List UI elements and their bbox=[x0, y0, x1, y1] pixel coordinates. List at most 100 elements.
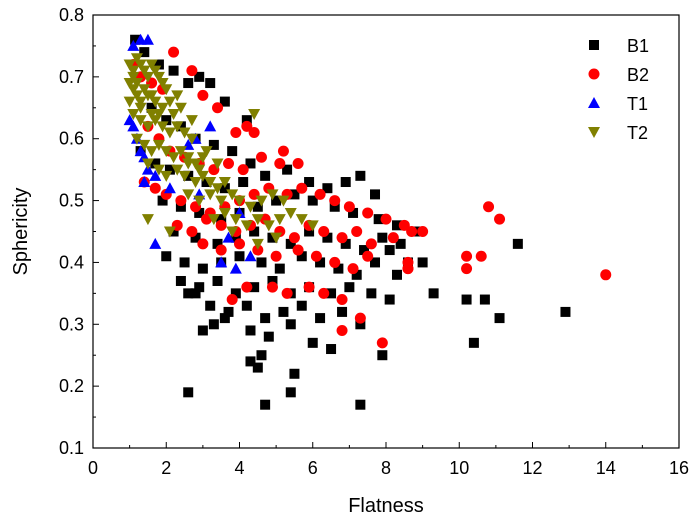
data-point-b1 bbox=[296, 251, 307, 262]
data-point-b1 bbox=[241, 115, 252, 126]
legend-item-t2: T2 bbox=[588, 123, 648, 143]
legend-label: T2 bbox=[627, 123, 648, 143]
data-point-b2 bbox=[402, 263, 414, 275]
data-point-b1 bbox=[359, 245, 370, 256]
data-point-t2 bbox=[160, 84, 173, 96]
data-point-b1 bbox=[205, 78, 216, 89]
data-point-b1 bbox=[366, 288, 377, 299]
data-point-b1 bbox=[208, 139, 219, 150]
data-point-t2 bbox=[138, 84, 151, 96]
data-point-b1 bbox=[285, 238, 296, 249]
data-point-t2 bbox=[141, 71, 154, 83]
data-point-b1 bbox=[139, 47, 150, 58]
data-point-b2 bbox=[354, 312, 366, 324]
data-point-b2 bbox=[215, 219, 227, 231]
data-point-t2 bbox=[229, 214, 242, 226]
data-point-b1 bbox=[512, 238, 523, 249]
data-point-b1 bbox=[153, 59, 164, 70]
data-point-t2 bbox=[167, 152, 180, 164]
data-point-t2 bbox=[127, 108, 140, 120]
data-point-b1 bbox=[307, 195, 318, 206]
data-point-b1 bbox=[326, 288, 337, 299]
data-point-t1 bbox=[141, 33, 154, 45]
data-point-b2 bbox=[168, 46, 180, 58]
data-point-b1 bbox=[183, 288, 194, 299]
x-tick-label: 8 bbox=[381, 458, 391, 478]
data-point-b1 bbox=[344, 282, 355, 293]
data-point-b2 bbox=[380, 213, 392, 225]
data-point-b2 bbox=[215, 244, 227, 256]
data-point-t1 bbox=[149, 237, 162, 249]
data-point-b1 bbox=[289, 189, 300, 200]
data-point-b2 bbox=[296, 182, 308, 194]
legend-item-b1: B1 bbox=[589, 36, 649, 56]
data-point-b2 bbox=[292, 157, 304, 169]
data-point-b1 bbox=[249, 226, 260, 237]
data-point-b1 bbox=[175, 275, 186, 286]
data-point-t2 bbox=[152, 71, 165, 83]
data-point-t2 bbox=[270, 232, 283, 244]
series-t2 bbox=[123, 53, 319, 250]
data-point-b2 bbox=[237, 164, 249, 176]
data-point-b1 bbox=[271, 195, 282, 206]
data-point-t2 bbox=[174, 102, 187, 114]
y-tick-label: 0.4 bbox=[59, 252, 84, 272]
data-point-t2 bbox=[182, 158, 195, 170]
data-point-t1 bbox=[204, 120, 217, 132]
data-point-t1 bbox=[163, 182, 176, 194]
x-tick-label: 0 bbox=[88, 458, 98, 478]
data-point-t2 bbox=[193, 195, 206, 207]
data-point-b1 bbox=[304, 226, 315, 237]
data-point-t2 bbox=[262, 220, 275, 232]
data-point-b1 bbox=[252, 362, 263, 373]
data-point-b1 bbox=[377, 232, 388, 243]
data-point-b1 bbox=[183, 387, 194, 398]
data-point-b1 bbox=[322, 183, 333, 194]
data-point-b1 bbox=[219, 313, 230, 324]
data-point-b1 bbox=[230, 288, 241, 299]
data-point-b1 bbox=[179, 257, 190, 268]
data-point-b2 bbox=[362, 250, 374, 262]
data-point-b2 bbox=[406, 226, 418, 237]
data-point-b2 bbox=[365, 238, 377, 250]
data-point-t2 bbox=[145, 146, 158, 158]
data-point-b1 bbox=[384, 245, 395, 256]
data-point-b2 bbox=[461, 263, 473, 275]
data-point-b1 bbox=[274, 263, 285, 274]
data-point-b2 bbox=[314, 188, 326, 200]
data-point-t1 bbox=[127, 120, 140, 132]
y-tick-label: 0.1 bbox=[59, 438, 84, 458]
data-point-t2 bbox=[171, 90, 184, 102]
data-point-b1 bbox=[241, 300, 252, 311]
data-point-b1 bbox=[130, 34, 141, 45]
data-point-b1 bbox=[227, 146, 238, 157]
data-point-b1 bbox=[194, 282, 205, 293]
data-point-b1 bbox=[315, 257, 326, 268]
data-point-t2 bbox=[178, 170, 191, 182]
legend-item-b2: B2 bbox=[588, 65, 649, 85]
data-point-t1 bbox=[149, 169, 162, 181]
plot-frame bbox=[92, 14, 680, 449]
data-point-b1 bbox=[428, 288, 439, 299]
data-point-b1 bbox=[315, 313, 326, 324]
data-point-b2 bbox=[270, 250, 282, 262]
y-tick-label: 0.6 bbox=[59, 129, 84, 149]
data-point-b1 bbox=[355, 170, 366, 181]
legend-marker-b2 bbox=[588, 68, 600, 80]
series-b1 bbox=[130, 34, 571, 410]
data-point-b1 bbox=[208, 319, 219, 330]
data-point-b1 bbox=[417, 257, 428, 268]
data-point-t2 bbox=[189, 177, 202, 189]
data-point-t2 bbox=[211, 183, 224, 195]
data-point-t2 bbox=[134, 102, 147, 114]
data-point-t2 bbox=[130, 53, 143, 65]
data-point-b1 bbox=[355, 399, 366, 410]
data-point-t1 bbox=[215, 256, 228, 268]
data-point-t1 bbox=[222, 231, 235, 243]
data-point-t2 bbox=[134, 59, 147, 71]
data-point-b1 bbox=[355, 319, 366, 330]
x-axis-label: Flatness bbox=[348, 495, 424, 517]
data-point-b1 bbox=[267, 232, 278, 243]
data-point-b2 bbox=[376, 337, 388, 349]
data-point-t2 bbox=[134, 96, 147, 108]
